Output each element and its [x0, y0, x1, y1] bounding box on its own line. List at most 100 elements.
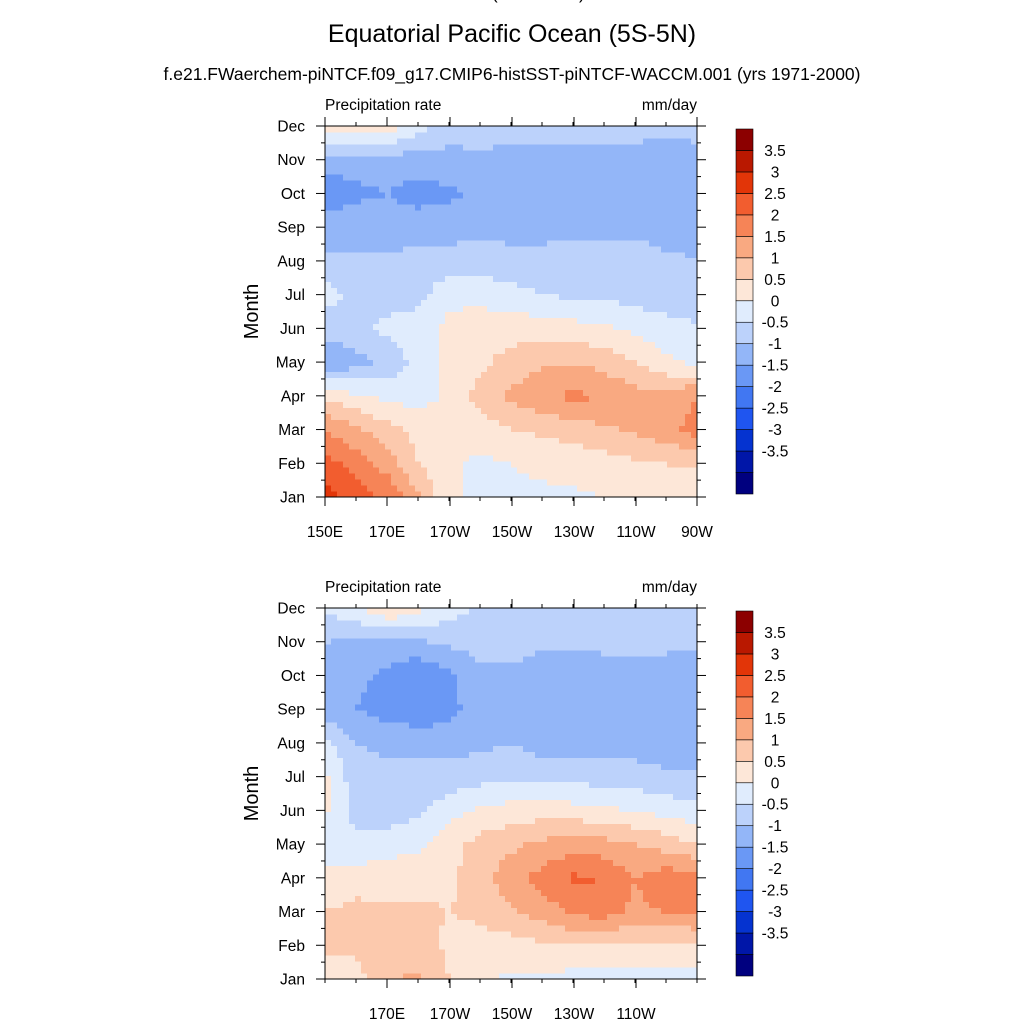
- heatmap-cell: [337, 491, 344, 498]
- heatmap-cell: [505, 137, 512, 145]
- heatmap-cell: [559, 383, 566, 390]
- heatmap-cell: [511, 461, 518, 468]
- heatmap-cell: [373, 889, 380, 896]
- heatmap-cell: [397, 389, 404, 396]
- heatmap-cell: [517, 197, 524, 205]
- heatmap-cell: [403, 269, 410, 277]
- heatmap-cell: [601, 937, 608, 944]
- heatmap-cell: [499, 269, 506, 277]
- heatmap-cell: [547, 431, 554, 438]
- heatmap-cell: [655, 907, 662, 914]
- heatmap-cell: [475, 275, 482, 283]
- heatmap-cell: [619, 185, 626, 193]
- heatmap-cell: [421, 263, 428, 271]
- heatmap-cell: [385, 281, 392, 289]
- heatmap-cell: [481, 335, 488, 343]
- heatmap-cell: [331, 491, 338, 498]
- heatmap-cell: [379, 305, 386, 313]
- heatmap-cell: [331, 877, 338, 884]
- heatmap-cell: [379, 913, 386, 920]
- heatmap-cell: [691, 473, 698, 480]
- heatmap-cell: [397, 317, 404, 325]
- heatmap-cell: [499, 143, 506, 151]
- heatmap-cell: [619, 143, 626, 151]
- heatmap-cell: [361, 883, 368, 890]
- heatmap-cell: [385, 937, 392, 944]
- heatmap-cell: [337, 889, 344, 896]
- heatmap-cell: [619, 467, 626, 474]
- heatmap-cell: [385, 425, 392, 432]
- heatmap-cell: [643, 126, 650, 133]
- heatmap-cell: [643, 335, 650, 343]
- heatmap-cell: [487, 455, 494, 462]
- heatmap-cell: [673, 167, 680, 175]
- heatmap-cell: [439, 913, 446, 920]
- heatmap-cell: [463, 281, 470, 289]
- heatmap-cell: [469, 907, 476, 914]
- heatmap-cell: [583, 973, 590, 980]
- heatmap-cell: [511, 955, 518, 962]
- heatmap-cell: [661, 455, 668, 462]
- heatmap-cell: [415, 413, 422, 420]
- heatmap-cell: [667, 281, 674, 289]
- heatmap-cell: [463, 317, 470, 325]
- heatmap-cell: [637, 245, 644, 253]
- heatmap-cell: [535, 305, 542, 313]
- heatmap-cell: [457, 227, 464, 235]
- heatmap-cell: [385, 437, 392, 444]
- heatmap-cell: [523, 491, 530, 498]
- heatmap-cell: [373, 173, 380, 181]
- heatmap-cell: [409, 383, 416, 390]
- heatmap-cell: [403, 233, 410, 241]
- heatmap-cell: [517, 227, 524, 235]
- heatmap-cell: [439, 937, 446, 944]
- heatmap-cell: [679, 407, 686, 414]
- heatmap-cell: [433, 949, 440, 956]
- heatmap-cell: [535, 299, 542, 307]
- heatmap-cell: [529, 305, 536, 313]
- heatmap-cell: [457, 131, 464, 139]
- heatmap-cell: [439, 317, 446, 325]
- heatmap-cell: [415, 431, 422, 438]
- heatmap-cell: [457, 203, 464, 211]
- heatmap-cell: [649, 179, 656, 187]
- heatmap-cell: [613, 281, 620, 289]
- heatmap-cell: [649, 281, 656, 289]
- heatmap-cell: [679, 401, 686, 408]
- heatmap-cell: [361, 126, 368, 133]
- heatmap-cell: [637, 473, 644, 480]
- heatmap-cell: [499, 919, 506, 926]
- heatmap-cell: [367, 239, 374, 247]
- heatmap-cell: [529, 937, 536, 944]
- heatmap-cell: [349, 167, 356, 175]
- heatmap-cell: [685, 949, 692, 956]
- heatmap-cell: [661, 907, 668, 914]
- heatmap-cell: [331, 437, 338, 444]
- heatmap-cell: [643, 919, 650, 926]
- heatmap-cell: [421, 245, 428, 253]
- colorbar-swatch: [735, 214, 754, 237]
- heatmap-cell: [409, 455, 416, 462]
- heatmap-cell: [577, 949, 584, 956]
- heatmap-cell: [415, 167, 422, 175]
- heatmap-cell: [673, 275, 680, 283]
- heatmap-cell: [667, 967, 674, 974]
- heatmap-cell: [457, 455, 464, 462]
- heatmap-cell: [577, 419, 584, 426]
- heatmap-cell: [373, 925, 380, 932]
- heatmap-cell: [613, 347, 620, 354]
- heatmap-cell: [445, 275, 452, 283]
- heatmap-cell: [343, 431, 350, 438]
- heatmap-cell: [565, 919, 572, 926]
- heatmap-cell: [433, 245, 440, 253]
- heatmap-cell: [427, 925, 434, 932]
- heatmap-cell: [379, 335, 386, 343]
- heatmap-cell: [475, 949, 482, 956]
- heatmap-cell: [397, 149, 404, 157]
- heatmap-cell: [427, 269, 434, 277]
- heatmap-cell: [445, 215, 452, 223]
- heatmap-cell: [517, 323, 524, 331]
- heatmap-cell: [505, 485, 512, 492]
- heatmap-cell: [583, 371, 590, 378]
- heatmap-cell: [553, 335, 560, 343]
